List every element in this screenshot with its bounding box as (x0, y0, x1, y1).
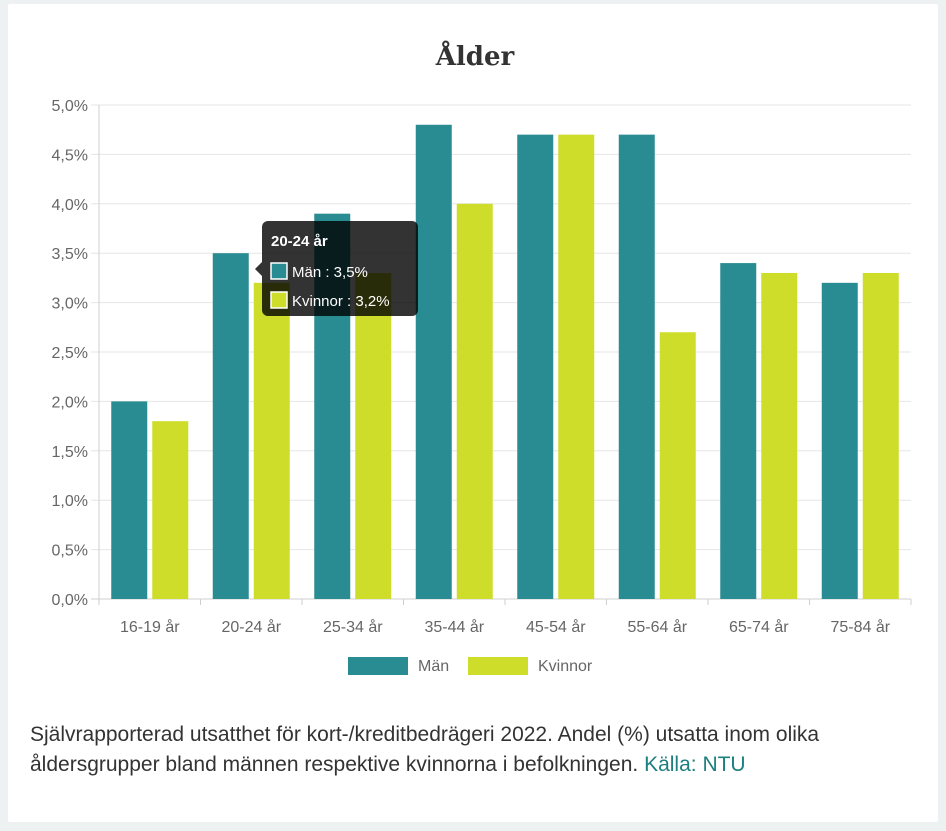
source-link[interactable]: Källa: NTU (644, 753, 746, 776)
y-tick-label: 2,5% (52, 345, 88, 362)
bar-man-7[interactable] (821, 282, 858, 599)
bar-kvinnor-7[interactable] (862, 272, 899, 599)
x-tick-label: 16-19 år (120, 618, 180, 636)
x-tick-label: 35-44 år (424, 618, 484, 636)
tooltip-title: 20-24 år (271, 233, 328, 250)
y-tick-label: 1,0% (52, 493, 88, 510)
tooltip: 20-24 år Män : 3,5% Kvinnor : 3,2% (255, 221, 418, 316)
bar-kvinnor-2[interactable] (355, 272, 392, 599)
tooltip-swatch (270, 291, 288, 309)
x-tick-label: 55-64 år (627, 618, 687, 636)
y-tick-label: 5,0% (52, 98, 88, 115)
chart-card: Ålder 0,0% 0,5% 1,0% 1,5% 2,0% 2,5% 3,0% 3,5% 4,… (8, 4, 938, 822)
bar-man-1[interactable] (212, 253, 249, 599)
x-tick-label: 25-34 år (323, 618, 383, 636)
bar-kvinnor-0[interactable] (152, 421, 189, 599)
y-tick-label: 3,0% (52, 296, 88, 313)
y-tick-label: 2,0% (52, 394, 88, 411)
y-tick-label: 0,5% (52, 543, 88, 560)
x-tick-label: 45-54 år (526, 618, 586, 636)
legend-label[interactable]: Män (418, 658, 449, 675)
tooltip-box (262, 221, 418, 316)
chart-caption: Självrapporterad utsatthet för kort-/kre… (30, 720, 920, 780)
bar-kvinnor-1[interactable] (253, 282, 290, 599)
age-bar-chart: Ålder 0,0% 0,5% 1,0% 1,5% 2,0% 2,5% 3,0% 3,5% 4,… (52, 41, 912, 675)
x-tick-label: 75-84 år (830, 618, 890, 636)
caption-text: Självrapporterad utsatthet för kort-/kre… (30, 723, 820, 776)
legend-swatch[interactable] (348, 657, 408, 675)
bars (111, 124, 899, 600)
x-tick-label: 65-74 år (729, 618, 789, 636)
tooltip-line: Kvinnor : 3,2% (292, 293, 390, 310)
y-axis-ticks: 0,0% 0,5% 1,0% 1,5% 2,0% 2,5% 3,0% 3,5% 4,0% 4,5%… (52, 98, 88, 609)
y-tick-label: 4,0% (52, 197, 88, 214)
y-tick-label: 0,0% (52, 592, 88, 609)
bar-man-6[interactable] (720, 263, 757, 599)
y-tick-label: 4,5% (52, 147, 88, 164)
bar-man-0[interactable] (111, 401, 148, 599)
tooltip-line: Män : 3,5% (292, 264, 368, 281)
bar-kvinnor-4[interactable] (558, 134, 595, 599)
legend-label[interactable]: Kvinnor (538, 658, 593, 675)
y-tick-label: 1,5% (52, 444, 88, 461)
x-tick-label: 20-24 år (221, 618, 281, 636)
tooltip-swatch (270, 262, 288, 280)
bar-kvinnor-5[interactable] (659, 332, 696, 599)
x-axis-ticks: 16-19 år 20-24 år 25-34 år 35-44 år 45-54 år… (120, 618, 891, 636)
chart-title: Ålder (435, 41, 515, 72)
legend: Män Kvinnor (348, 657, 593, 675)
tooltip-pointer (255, 262, 262, 276)
bar-kvinnor-3[interactable] (456, 203, 493, 600)
bar-man-3[interactable] (415, 124, 452, 599)
y-tick-label: 3,5% (52, 246, 88, 263)
bar-kvinnor-6[interactable] (761, 272, 798, 599)
bar-man-5[interactable] (618, 134, 655, 599)
legend-swatch[interactable] (468, 657, 528, 675)
bar-man-4[interactable] (517, 134, 554, 599)
